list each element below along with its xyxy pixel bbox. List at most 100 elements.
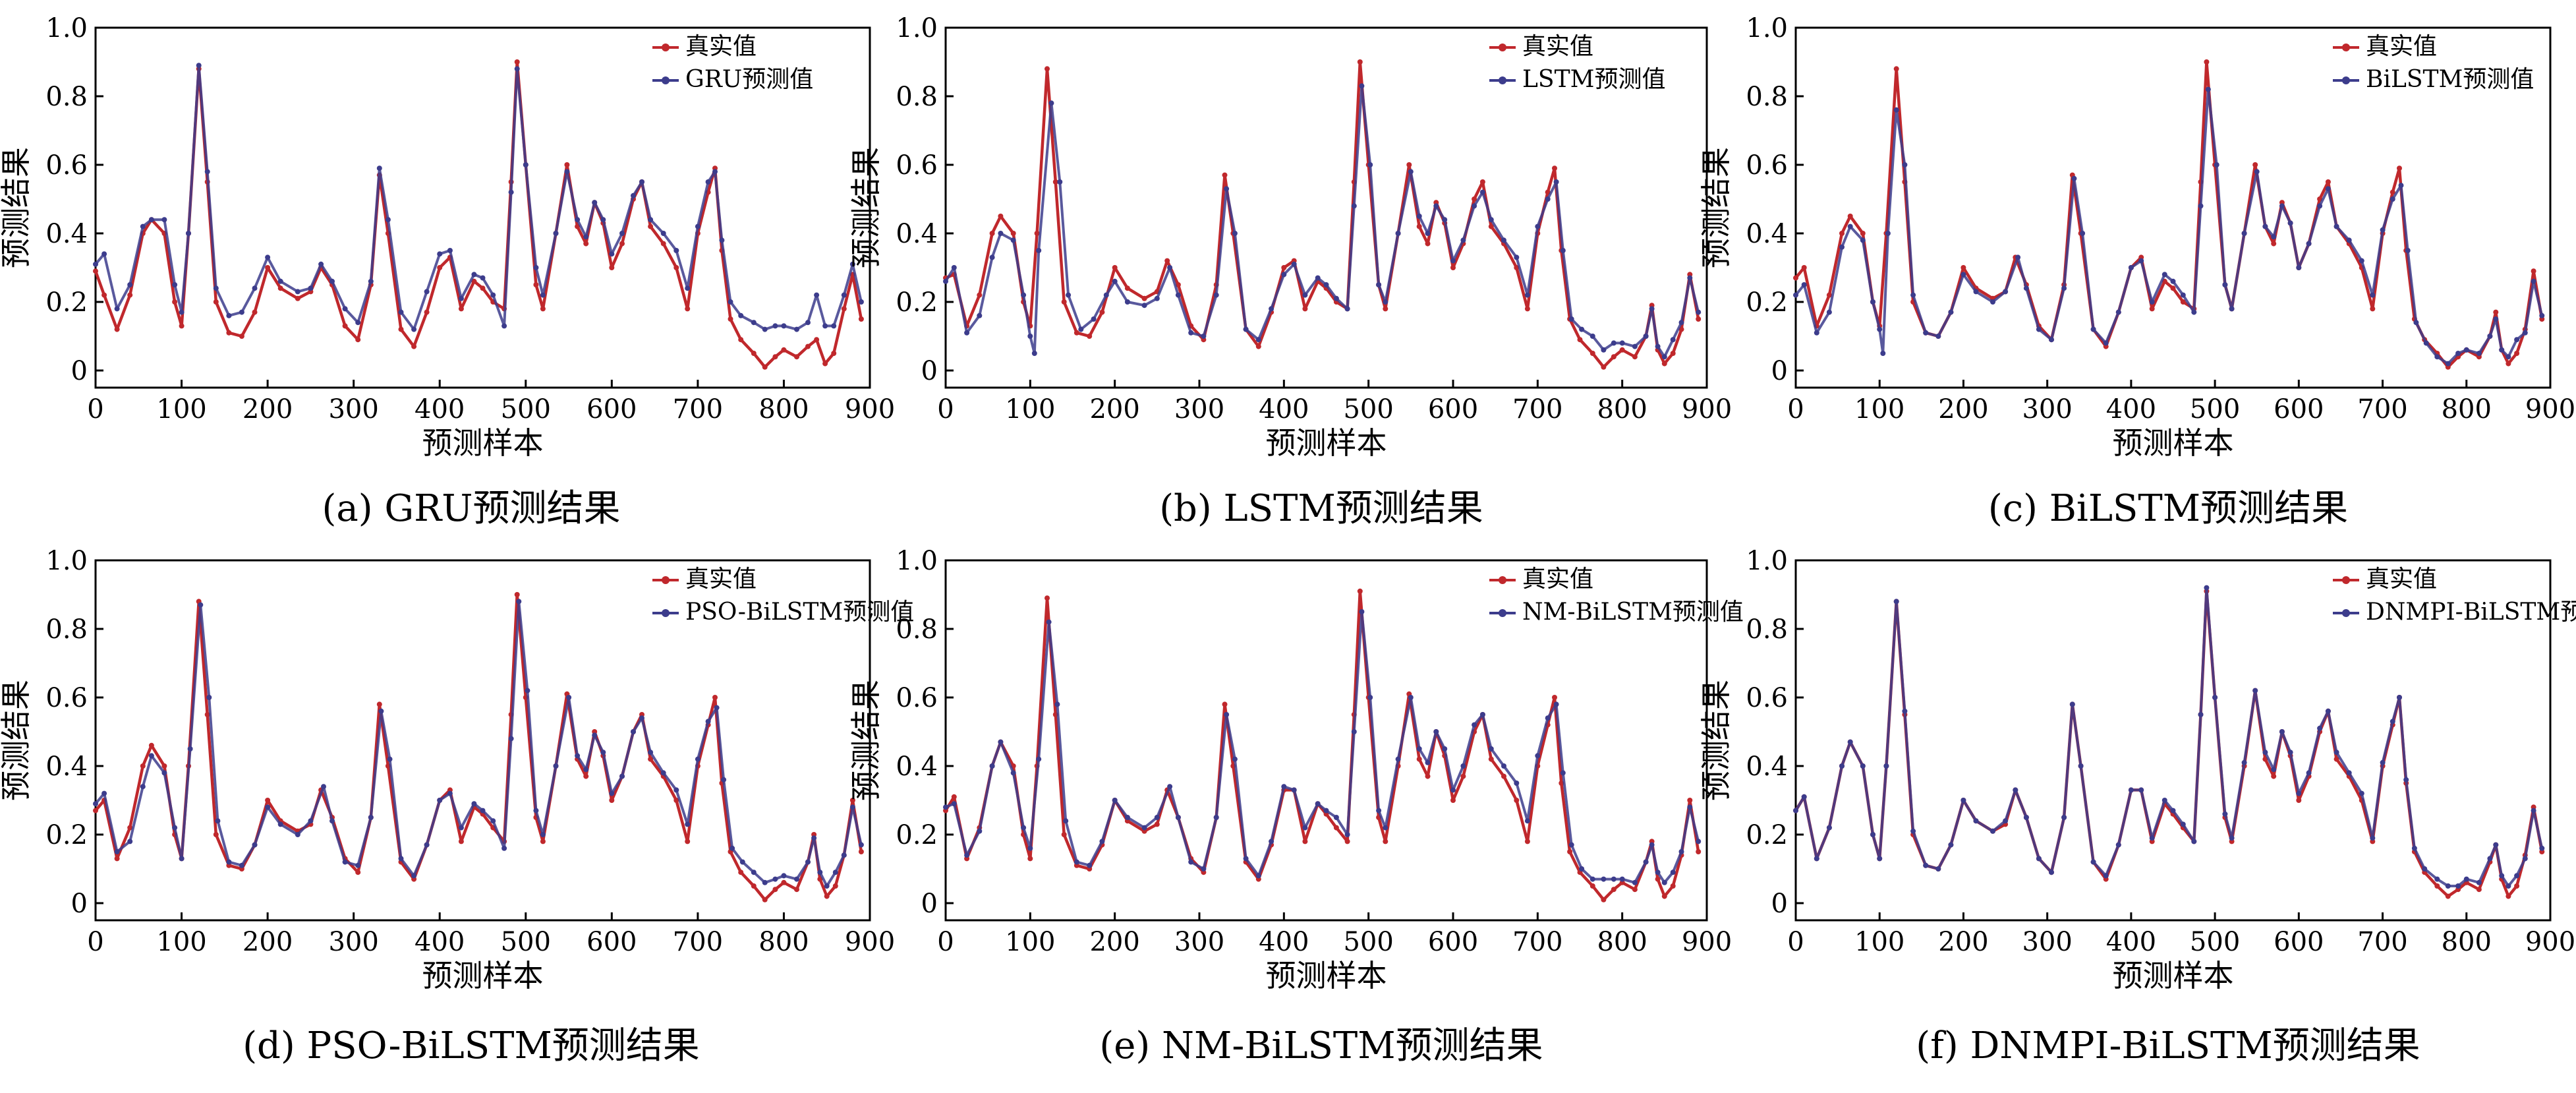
data-point (2505, 893, 2511, 899)
data-point (277, 278, 283, 284)
x-tick-label: 600 (2274, 927, 2324, 957)
data-point (1568, 316, 1574, 322)
legend-label: DNMPI-BiLSTM预测值 (2366, 599, 2576, 626)
data-point (1243, 326, 1249, 332)
data-point (226, 859, 232, 865)
data-point (1395, 756, 1401, 762)
data-point (265, 265, 271, 270)
data-point (1801, 265, 1807, 270)
data-point (619, 231, 625, 236)
data-point (1344, 306, 1350, 312)
data-point (206, 695, 212, 700)
data-point (1501, 237, 1506, 243)
x-tick-label: 200 (1938, 394, 1988, 425)
data-point (2128, 265, 2134, 270)
data-point (1450, 265, 1456, 270)
data-point (1990, 299, 1995, 305)
data-point (355, 337, 361, 343)
data-point (198, 602, 204, 608)
data-point (772, 887, 778, 893)
data-point (583, 241, 589, 247)
data-point (660, 770, 666, 776)
data-point (1188, 859, 1194, 865)
data-point (1034, 231, 1040, 236)
chart-caption: (a) GRU预测结果 (322, 487, 621, 530)
data-point (943, 804, 948, 810)
y-tick-label: 0.6 (896, 150, 938, 181)
data-point (1501, 763, 1506, 769)
data-point (2333, 223, 2339, 229)
data-point (2370, 306, 2376, 312)
data-point (989, 763, 995, 769)
data-point (1408, 695, 1414, 700)
data-point (1027, 334, 1033, 339)
x-tick-label: 100 (156, 394, 206, 425)
legend-swatch-marker (1499, 44, 1506, 51)
data-point (1027, 845, 1033, 851)
legend-swatch-marker (2342, 76, 2350, 84)
x-tick-label: 500 (501, 394, 551, 425)
data-point (398, 326, 404, 332)
x-tick-label: 600 (587, 394, 637, 425)
data-point (2271, 241, 2277, 247)
legend-label: 真实值 (1522, 33, 1593, 60)
data-point (1961, 798, 1966, 803)
data-point (824, 883, 830, 889)
data-point (2434, 876, 2440, 882)
data-point (822, 361, 828, 367)
x-tick-label: 800 (2442, 927, 2492, 957)
data-point (1255, 343, 1261, 349)
legend-entry: NM-BiLSTM预测值 (1489, 599, 1744, 626)
data-point (1801, 282, 1807, 287)
y-tick-label: 0.6 (45, 150, 88, 181)
data-point (1902, 162, 1908, 167)
data-point (1036, 248, 1042, 253)
data-point (1344, 832, 1350, 837)
data-point (2487, 856, 2493, 862)
series-actual (1793, 59, 2545, 370)
y-tick-label: 0.4 (1746, 752, 1788, 782)
x-axis-title: 预测样本 (1266, 958, 1387, 993)
data-point (1383, 306, 1388, 312)
data-point (1201, 866, 1207, 871)
data-point (1408, 169, 1414, 175)
data-point (2514, 873, 2520, 879)
y-axis-title: 预测结果 (0, 680, 34, 801)
data-point (1061, 832, 1067, 837)
data-point (841, 852, 847, 858)
data-point (1281, 272, 1287, 278)
data-point (1814, 856, 1819, 862)
x-tick-label: 700 (673, 394, 723, 425)
data-point (2539, 845, 2545, 851)
data-point (2161, 272, 2167, 278)
data-point (1589, 351, 1595, 356)
data-point (2061, 815, 2067, 820)
legend-label: 真实值 (685, 33, 757, 60)
data-point (2514, 883, 2520, 889)
data-point (805, 859, 811, 865)
data-point (140, 763, 146, 769)
data-point (609, 798, 615, 803)
y-tick-label: 0 (921, 889, 938, 919)
x-tick-label: 700 (673, 927, 723, 957)
data-point (93, 808, 98, 813)
legend-entry: 真实值 (652, 33, 757, 60)
data-point (308, 818, 314, 824)
data-point (951, 794, 957, 800)
series-line (1794, 586, 2544, 887)
data-point (2346, 237, 2352, 243)
data-point (2191, 309, 2197, 315)
data-point (1589, 883, 1595, 889)
x-tick-label: 0 (937, 394, 954, 425)
x-tick-label: 100 (156, 927, 206, 957)
data-point (1568, 842, 1574, 848)
data-point (186, 231, 191, 236)
data-point (805, 343, 811, 349)
data-point (751, 870, 757, 875)
data-point (2514, 337, 2520, 343)
data-point (1514, 798, 1520, 803)
data-point (2403, 777, 2409, 783)
data-point (712, 695, 718, 700)
legend-swatch-marker (662, 76, 670, 84)
data-point (1383, 825, 1388, 831)
